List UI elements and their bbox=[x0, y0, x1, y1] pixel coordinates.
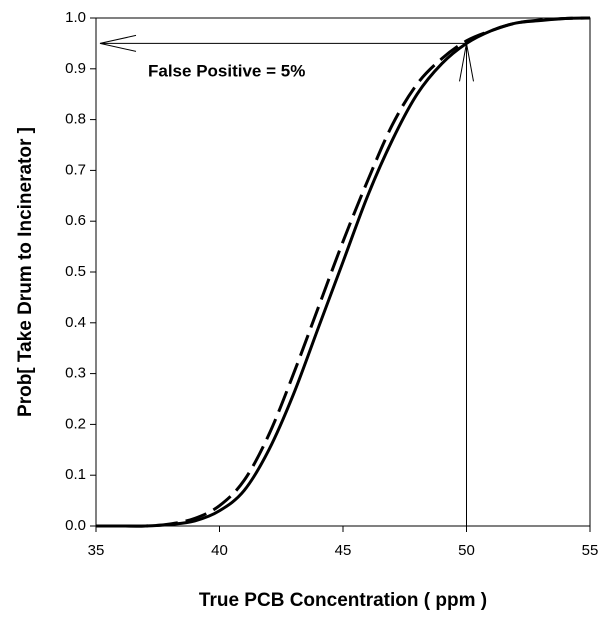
line-series bbox=[96, 16, 591, 528]
x-tick-label: 50 bbox=[458, 542, 475, 559]
x-tick-label: 40 bbox=[211, 542, 228, 559]
y-tick-label: 0.4 bbox=[65, 314, 86, 331]
x-tick-label: 45 bbox=[335, 542, 352, 559]
annotation: False Positive = 5% bbox=[148, 61, 305, 80]
line-series bbox=[96, 16, 591, 528]
y-tick-label: 0.3 bbox=[65, 365, 86, 382]
y-tick-label: 0.5 bbox=[65, 263, 86, 280]
y-tick-label: 0.8 bbox=[65, 111, 86, 128]
y-tick-label: 0.7 bbox=[65, 161, 86, 178]
x-axis-title: True PCB Concentration ( ppm ) bbox=[199, 590, 487, 611]
y-tick-label: 0.1 bbox=[65, 466, 86, 483]
y-tick-label: 0.2 bbox=[65, 415, 86, 432]
plot-frame bbox=[95, 17, 591, 527]
y-tick-label: 0.9 bbox=[65, 60, 86, 77]
annotation-arrow-v bbox=[459, 43, 474, 526]
y-tick-label: 0.0 bbox=[65, 517, 86, 534]
y-tick-label: 1.0 bbox=[65, 9, 86, 26]
x-tick-label: 35 bbox=[88, 542, 105, 559]
y-axis-title: Prob[ Take Drum to Incinerator ] bbox=[15, 127, 36, 417]
y-tick-label: 0.6 bbox=[65, 212, 86, 229]
x-tick-label: 55 bbox=[582, 542, 599, 559]
annotation-arrow-h bbox=[99, 34, 467, 52]
